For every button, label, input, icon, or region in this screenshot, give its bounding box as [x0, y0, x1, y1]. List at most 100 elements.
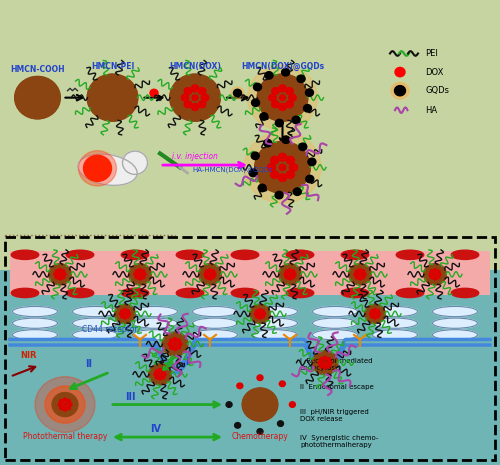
- Circle shape: [138, 273, 141, 276]
- Circle shape: [212, 276, 215, 279]
- Text: III  pH/NIR triggered
DOX release: III pH/NIR triggered DOX release: [300, 409, 369, 422]
- Circle shape: [204, 273, 208, 276]
- Ellipse shape: [286, 288, 314, 298]
- Circle shape: [138, 269, 141, 272]
- Circle shape: [66, 399, 70, 403]
- Circle shape: [50, 266, 70, 283]
- Circle shape: [62, 270, 65, 273]
- Circle shape: [178, 81, 212, 114]
- Circle shape: [362, 276, 365, 279]
- Circle shape: [52, 267, 68, 281]
- Circle shape: [268, 164, 276, 171]
- Circle shape: [250, 305, 270, 323]
- Ellipse shape: [342, 250, 369, 259]
- Circle shape: [429, 273, 432, 276]
- Circle shape: [328, 361, 332, 365]
- Circle shape: [278, 153, 286, 161]
- Circle shape: [120, 315, 124, 318]
- Circle shape: [202, 94, 209, 101]
- Circle shape: [142, 276, 145, 279]
- Circle shape: [176, 345, 180, 349]
- Circle shape: [150, 365, 170, 383]
- Circle shape: [288, 273, 292, 276]
- Circle shape: [49, 264, 71, 285]
- Text: IV: IV: [150, 425, 161, 434]
- Circle shape: [228, 402, 234, 407]
- Circle shape: [391, 82, 409, 99]
- Circle shape: [63, 407, 67, 411]
- Circle shape: [255, 142, 310, 193]
- Ellipse shape: [252, 318, 298, 328]
- Ellipse shape: [312, 306, 358, 317]
- Circle shape: [280, 266, 299, 283]
- Circle shape: [158, 377, 162, 380]
- Circle shape: [258, 184, 266, 192]
- Text: HMCN(DOX): HMCN(DOX): [169, 62, 221, 71]
- Ellipse shape: [286, 250, 314, 259]
- Ellipse shape: [342, 288, 369, 298]
- Circle shape: [118, 307, 132, 320]
- Circle shape: [244, 132, 321, 203]
- Circle shape: [279, 164, 286, 171]
- Circle shape: [299, 143, 307, 151]
- Circle shape: [256, 310, 258, 312]
- Circle shape: [84, 155, 112, 181]
- Circle shape: [249, 169, 257, 177]
- Circle shape: [174, 78, 216, 117]
- Text: Chemotherapy: Chemotherapy: [232, 432, 288, 441]
- Ellipse shape: [66, 250, 94, 259]
- Circle shape: [174, 343, 176, 345]
- Circle shape: [231, 87, 244, 99]
- Circle shape: [164, 334, 186, 354]
- Circle shape: [436, 276, 440, 279]
- Circle shape: [304, 105, 312, 112]
- Circle shape: [282, 136, 290, 143]
- Text: HA: HA: [425, 106, 437, 115]
- Ellipse shape: [12, 318, 58, 328]
- Circle shape: [124, 316, 126, 319]
- Circle shape: [438, 273, 441, 276]
- Circle shape: [261, 78, 304, 117]
- Circle shape: [294, 188, 302, 195]
- Circle shape: [256, 315, 258, 318]
- Circle shape: [54, 395, 76, 414]
- Circle shape: [149, 364, 171, 385]
- Circle shape: [135, 276, 138, 279]
- Circle shape: [208, 269, 212, 272]
- Text: CD44 receptor: CD44 receptor: [82, 326, 138, 334]
- Ellipse shape: [78, 154, 137, 186]
- Circle shape: [129, 264, 151, 285]
- Circle shape: [350, 266, 370, 283]
- Ellipse shape: [396, 288, 424, 298]
- Circle shape: [138, 277, 141, 280]
- Ellipse shape: [432, 318, 478, 328]
- Circle shape: [58, 273, 61, 276]
- Circle shape: [434, 277, 436, 280]
- Circle shape: [278, 174, 286, 181]
- Circle shape: [428, 267, 442, 281]
- Ellipse shape: [372, 306, 418, 317]
- Circle shape: [288, 269, 292, 272]
- Circle shape: [170, 339, 173, 343]
- Text: I: I: [185, 357, 188, 367]
- Circle shape: [285, 270, 288, 273]
- Circle shape: [120, 310, 124, 312]
- Text: HMCN-PEI: HMCN-PEI: [91, 62, 134, 71]
- Circle shape: [62, 276, 65, 279]
- Circle shape: [162, 376, 165, 379]
- Text: I  Receptor-mediated
endocytosis: I Receptor-mediated endocytosis: [300, 358, 372, 371]
- Circle shape: [166, 336, 184, 352]
- Circle shape: [262, 312, 266, 315]
- Circle shape: [155, 370, 158, 373]
- FancyBboxPatch shape: [0, 0, 500, 270]
- Circle shape: [268, 94, 276, 101]
- Circle shape: [286, 101, 294, 108]
- Circle shape: [181, 94, 189, 101]
- Text: HMCN-COOH: HMCN-COOH: [10, 65, 65, 74]
- Ellipse shape: [132, 306, 178, 317]
- Circle shape: [275, 192, 283, 199]
- Ellipse shape: [176, 288, 204, 298]
- Circle shape: [54, 273, 57, 276]
- Circle shape: [56, 396, 74, 413]
- Circle shape: [370, 312, 372, 315]
